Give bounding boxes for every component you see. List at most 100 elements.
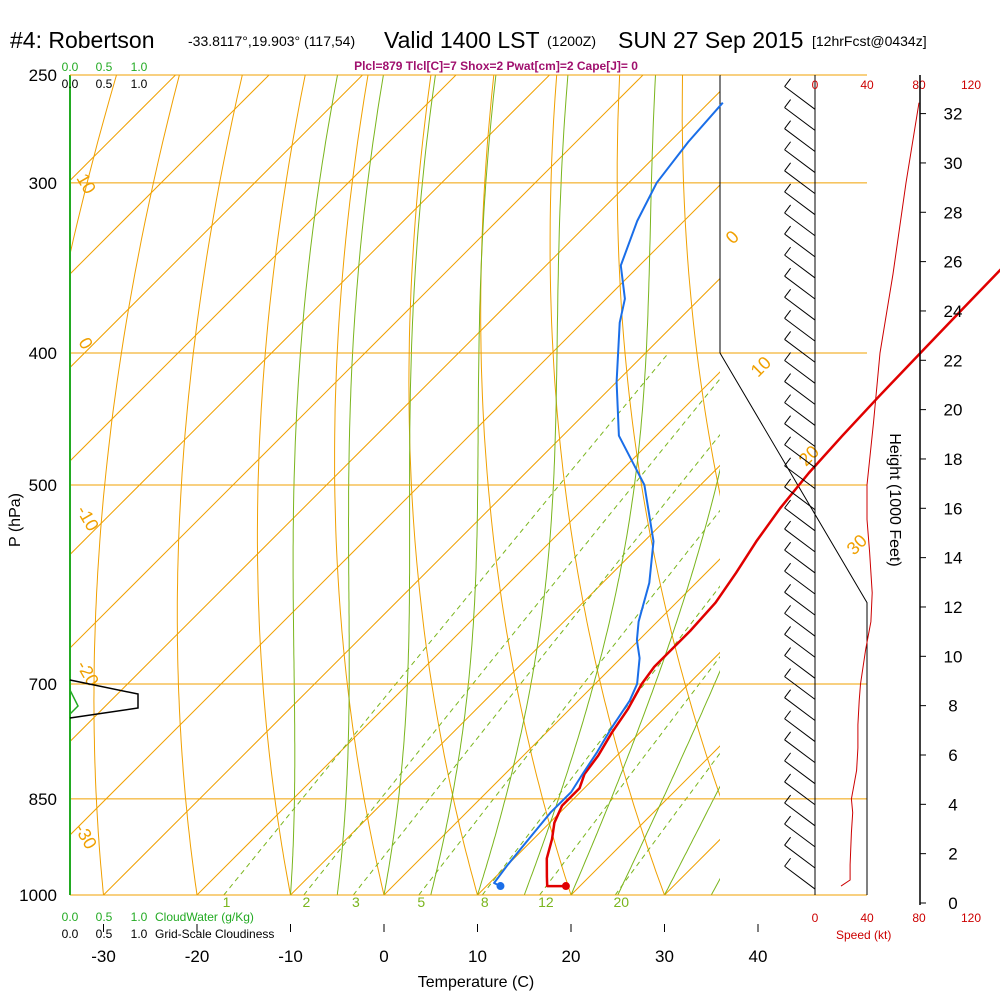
wind-barb [784,528,816,553]
wind-barb [784,444,816,468]
wind-barb [784,718,816,742]
skew-boundary-line [719,75,868,895]
mixing-ratio-label: 20 [614,894,630,910]
wind-barb-flag [784,99,791,108]
p-tick-label: 300 [29,174,57,193]
wind-barb-flag [784,246,791,256]
wind-barb-flag [784,415,791,425]
x-tick-label: -10 [278,947,303,966]
cloudwater-tick-top: 0.0 [62,60,79,74]
cloudiness-legend-label: Grid-Scale Cloudiness [155,927,274,941]
isotherm-label: -10 [73,502,103,535]
wind-barb [784,634,816,658]
moist-adiabat-line [336,75,384,895]
moist-adiabat-line [617,669,720,895]
wind-barb-flag [784,668,791,677]
dry-adiabat-line [176,75,243,895]
speed-tick-top: 120 [961,78,981,92]
isotherm-line [852,75,1000,895]
wind-barb [784,697,816,721]
wind-barb [784,191,816,216]
title-coords: -33.8117°,19.903° (117,54) [188,33,355,49]
wind-barb [784,402,816,426]
mixing-ratio-line [418,509,720,895]
wind-barb-flag [784,225,791,235]
isotherm-label: -30 [71,820,101,853]
p-tick-label: 250 [29,66,57,85]
height-tick-label: 20 [944,401,963,420]
wind-barb-flag [784,815,791,825]
cloudiness-tick-bottom: 0.5 [96,927,113,941]
wind-barb-flag [784,331,791,340]
title-station: #4: Robertson [10,27,154,53]
wind-barb [784,781,816,806]
cloudiness-tick-top: 1.0 [131,77,148,91]
mixing-ratio-label: 5 [417,894,425,910]
wind-barb-flag [784,457,791,467]
isotherm-line [383,558,720,895]
speed-tick-top: 0 [812,78,819,92]
wind-barb [784,865,816,890]
wind-barb-flag [784,857,791,867]
dry-adiabat-line [934,75,1000,895]
wind-barb [784,149,816,173]
title-date: SUN 27 Sep 2015 [618,27,803,53]
cloudwater-tick-bottom: 0.5 [96,910,113,924]
x-tick-label: 10 [468,947,487,966]
isotherm-label: 0 [75,334,97,353]
dry-adiabat-line [681,75,720,497]
wind-barb-flag [784,731,791,741]
temperature-line [545,268,1000,888]
wind-barb [784,339,816,363]
p-tick-label: 850 [29,790,57,809]
wind-barb [784,612,816,637]
wind-barb-flag [784,541,791,551]
moist-adiabat-line [570,468,720,895]
wind-barb [784,275,816,300]
wind-barb [784,107,816,131]
wind-barb-flag [784,626,791,635]
sounding-layer [493,102,1000,891]
dry-adiabat-line [256,75,306,895]
height-tick-label: 6 [948,746,957,765]
cloudwater-tick-top: 0.5 [96,60,113,74]
surface-temperature-point [561,882,570,891]
dry-adiabat-line [93,75,180,895]
isotherm-label: 10 [747,353,775,381]
isotherm-label: 0 [722,227,743,248]
isotherm-label: -20 [73,657,103,690]
moist-adiabat-line [383,75,436,895]
mixing-ratio-line [352,434,720,895]
moist-adiabat-line [290,75,338,895]
dewpoint-line [493,102,724,887]
mixing-ratio-label: 2 [303,894,311,910]
cloudiness-tick-bottom: 1.0 [131,927,148,941]
wind-barb [784,739,816,764]
height-tick-label: 22 [944,351,963,370]
wind-barb [784,212,816,237]
cloudiness-tick-top: 0.0 [62,77,79,91]
speed-tick-top: 80 [912,78,926,92]
wind-barb [784,170,816,195]
cloudwater-tick-bottom: 1.0 [131,910,148,924]
speed-tick-bottom: 120 [961,911,981,925]
p-tick-label: 1000 [19,886,57,905]
wind-barb [784,254,816,279]
moist-adiabat-line [477,75,569,895]
wind-barb-flag [784,773,791,783]
wind-barb-flag [784,583,791,593]
mixing-ratio-label: 3 [352,894,360,910]
wind-barb [784,760,816,785]
height-tick-label: 8 [948,697,957,716]
speed-tick-bottom: 80 [912,911,926,925]
wind-barb-flag [784,373,791,382]
wind-barb-flag [784,605,791,614]
dry-adiabat-line [408,75,478,895]
cloudiness-profile-line [69,679,139,719]
wind-barb-flag [784,794,791,804]
isotherm-line [945,75,1000,895]
wind-barb-flag [784,836,791,846]
axis-layer: -30 -20 -10 0 10 20 30 402503004005007008501000… [19,60,767,966]
x-tick-label: 0 [379,947,388,966]
